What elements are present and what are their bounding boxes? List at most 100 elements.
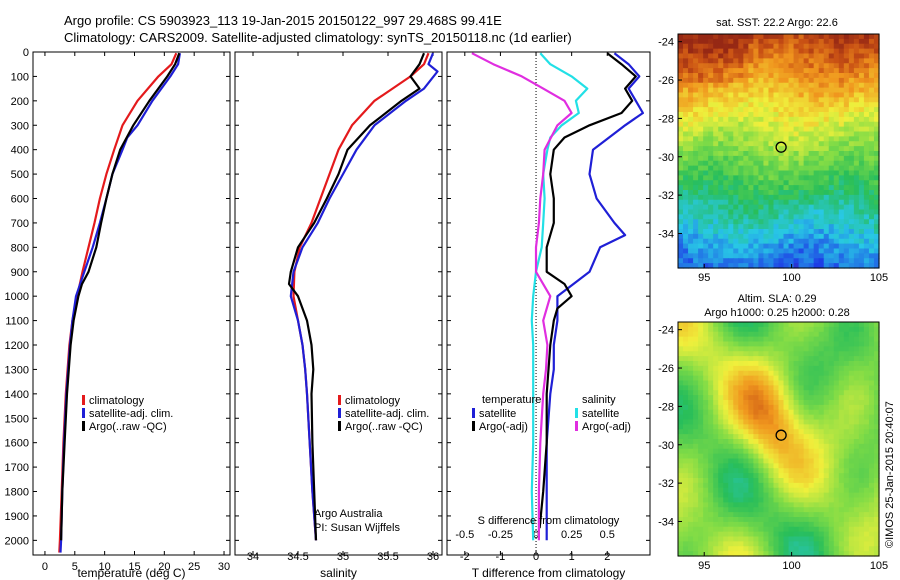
legend-label: Argo(-adj) <box>582 421 631 433</box>
sla-map-lat-tick-label: -32 <box>658 478 674 490</box>
depth-tick-label: 100 <box>11 71 29 83</box>
temperature-tick-label: 5 <box>72 561 78 573</box>
difference-line <box>530 52 589 541</box>
sst-map-lon-tick-label: 95 <box>698 272 710 284</box>
temperature-tick-label: 15 <box>128 561 140 573</box>
depth-tick-label: 0 <box>23 47 29 59</box>
s-diff-tick-label: -0.5 <box>455 529 474 541</box>
plot-frame <box>32 51 231 556</box>
s-diff-tick-label: -0.25 <box>488 529 513 541</box>
depth-tick-label: 2000 <box>5 535 29 547</box>
sla-map-lon-tick-label: 100 <box>782 560 800 572</box>
temperature-line <box>59 53 181 553</box>
difference-line <box>545 52 645 541</box>
legend-swatch <box>472 408 475 418</box>
sla-map-color-field <box>678 322 880 557</box>
legend-label: satellite <box>479 408 516 420</box>
legend-swatch <box>472 421 475 431</box>
depth-tick-label: 1100 <box>5 316 29 328</box>
sst-map-lat-tick-label: -30 <box>658 152 674 164</box>
sla-map-lat-tick-label: -30 <box>658 440 674 452</box>
sst-map-lon-tick-label: 100 <box>782 272 800 284</box>
sst-map-color-field <box>678 34 880 269</box>
salinity-tick-label: 34 <box>247 551 259 563</box>
depth-tick-label: 1600 <box>5 438 29 450</box>
sla-map-lat-tick-label: -26 <box>658 363 674 375</box>
temperature-profile-panel: 0100200300400500600700800900100011001200… <box>5 47 231 580</box>
depth-tick-label: 1200 <box>5 340 29 352</box>
depth-tick-label: 1700 <box>5 462 29 474</box>
argo-credit-line2: PI: Susan Wijffels <box>314 522 400 534</box>
sla-map-lat-tick-label: -24 <box>658 325 674 337</box>
legend-label: climatology <box>89 395 145 407</box>
salinity-tick-label: 35 <box>337 551 349 563</box>
sst-map-lat-tick-label: -28 <box>658 113 674 125</box>
figure-title-line1: Argo profile: CS 5903923_113 19-Jan-2015… <box>64 13 502 28</box>
depth-tick-label: 1400 <box>5 389 29 401</box>
temperature-tick-label: 30 <box>218 561 230 573</box>
sla-map-title-line2: Argo h1000: 0.25 h2000: 0.28 <box>704 307 850 319</box>
legend-group-title: salinity <box>582 394 616 406</box>
temperature-line <box>60 52 181 541</box>
salinity-line <box>287 52 426 541</box>
legend-swatch <box>82 408 85 418</box>
difference-line <box>471 52 573 541</box>
t-diff-tick-label: 1 <box>569 551 575 563</box>
s-diff-tick-label: 0.25 <box>561 529 582 541</box>
sst-map-lon-tick-label: 105 <box>870 272 888 284</box>
legend-swatch <box>575 408 578 418</box>
temperature-tick-label: 10 <box>99 561 111 573</box>
depth-tick-label: 1500 <box>5 413 29 425</box>
temperature-tick-label: 0 <box>42 561 48 573</box>
legend-swatch <box>338 408 341 418</box>
legend-label: Argo(-adj) <box>479 421 528 433</box>
sst-map-argo-marker <box>775 141 787 153</box>
salinity-axis-label: salinity <box>320 566 357 580</box>
difference-line <box>538 52 637 529</box>
depth-tick-label: 900 <box>11 267 29 279</box>
legend-swatch <box>575 421 578 431</box>
sst-map-title: sat. SST: 22.2 Argo: 22.6 <box>716 17 838 29</box>
salinity-tick-label: 35.5 <box>377 551 398 563</box>
depth-tick-label: 800 <box>11 242 29 254</box>
legend-group-title: temperature <box>482 394 541 406</box>
salinity-tick-label: 36 <box>427 551 439 563</box>
legend-swatch <box>82 421 85 431</box>
difference-profile-panel: -2 -1 0 1 2 -0.5 -0.25 0 0.25 0.5 temperature satel… <box>446 51 651 580</box>
salinity-tick-label: 34.5 <box>287 551 308 563</box>
t-diff-tick-label: -2 <box>460 551 470 563</box>
sla-map-panel: 95 100 105 -24 -26 -28 -30 -32 -34 <box>658 321 888 572</box>
sst-map-lat-tick-label: -26 <box>658 75 674 87</box>
depth-tick-label: 1800 <box>5 487 29 499</box>
sla-map-argo-marker <box>775 429 787 441</box>
legend-label: satellite-adj. clim. <box>345 408 429 420</box>
salinity-line <box>289 52 439 541</box>
plot-frame <box>234 51 443 556</box>
legend-label: satellite-adj. clim. <box>89 408 173 420</box>
legend-swatch <box>82 395 85 405</box>
t-diff-axis-label: T difference from climatology <box>472 566 626 580</box>
sst-map-lat-tick-label: -32 <box>658 190 674 202</box>
depth-tick-label: 400 <box>11 145 29 157</box>
sst-map-lat-tick-label: -24 <box>658 37 674 49</box>
depth-tick-label: 300 <box>11 120 29 132</box>
s-diff-tick-label: 0.5 <box>600 529 615 541</box>
depth-tick-label: 1900 <box>5 511 29 523</box>
depth-tick-label: 1300 <box>5 364 29 376</box>
depth-tick-label: 1000 <box>5 291 29 303</box>
temperature-tick-label: 25 <box>188 561 200 573</box>
legend-label: Argo(..raw -QC) <box>345 421 423 433</box>
imos-timestamp: ©IMOS 25-Jan-2015 20:40:07 <box>884 401 896 548</box>
legend-swatch <box>338 395 341 405</box>
sst-map-lat-tick-label: -34 <box>658 228 674 240</box>
s-diff-axis-label: S difference from climatology <box>478 515 620 527</box>
legend-swatch <box>338 421 341 431</box>
t-diff-tick-label: -1 <box>496 551 506 563</box>
sla-map-lon-tick-label: 105 <box>870 560 888 572</box>
s-diff-tick-label: 0 <box>533 529 539 541</box>
salinity-profile-panel: 34 34.5 35 35.5 36 climatologysatellite-adj. … <box>234 51 443 580</box>
depth-tick-label: 600 <box>11 194 29 206</box>
sla-map-frame <box>677 321 880 557</box>
sst-map-panel: 95 100 105 -24 -26 -28 -30 -32 -34 <box>658 33 888 284</box>
